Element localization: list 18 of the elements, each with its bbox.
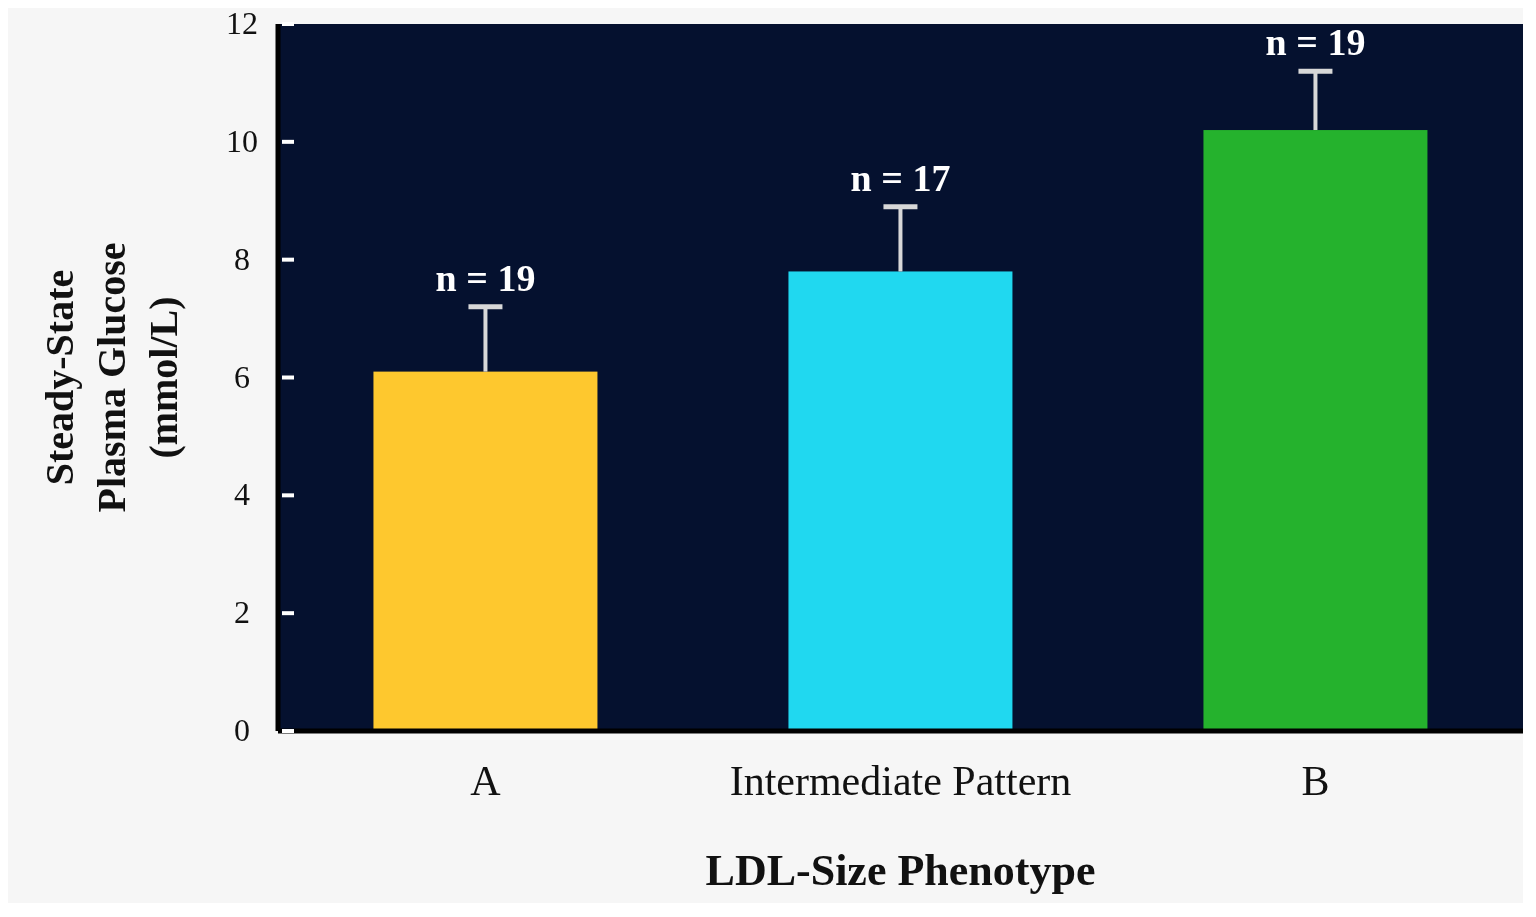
annotation: n = 19	[435, 256, 536, 299]
annotation: n = 17	[850, 156, 951, 199]
x-axis-title: LDL-Size Phenotype	[705, 846, 1096, 895]
annotation: n = 19	[1265, 21, 1366, 64]
bar	[373, 371, 598, 731]
y-tick-label: 0	[234, 712, 250, 748]
y-tick-label: 6	[234, 358, 250, 395]
x-tick-label: A	[470, 757, 502, 804]
y-tick-label: 12	[226, 5, 258, 41]
x-tick-label: Intermediate Pattern	[729, 757, 1072, 804]
y-axis-title: Steady-State Plasma Glucose (mmol/L)	[37, 242, 186, 513]
y-tick-label: 10	[226, 122, 258, 159]
bar	[788, 271, 1013, 731]
bar	[1203, 130, 1428, 731]
y-tick-label: 4	[234, 476, 250, 513]
x-tick-label: B	[1301, 757, 1330, 804]
y-tick-label: 2	[234, 594, 250, 631]
y-tick-label: 8	[234, 240, 250, 277]
